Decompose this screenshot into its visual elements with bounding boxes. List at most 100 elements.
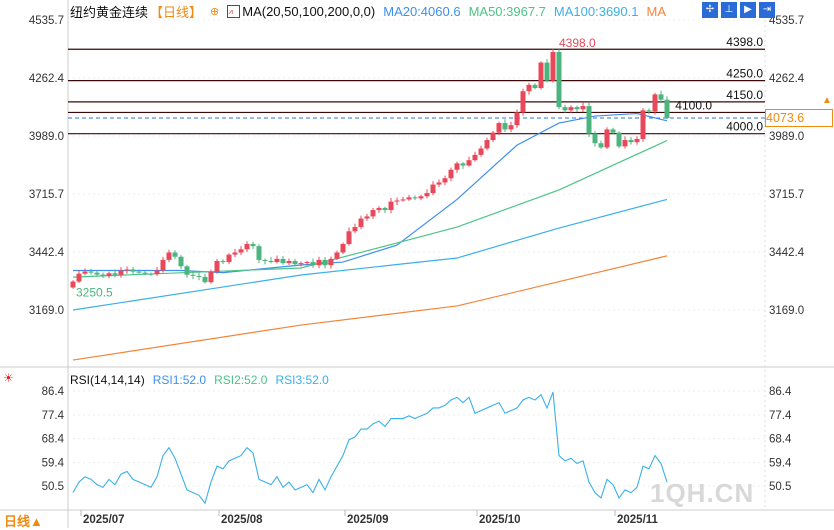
play-icon[interactable]: ▶ xyxy=(740,2,756,18)
high-marker: 4398.0 xyxy=(559,36,596,50)
level-label: 4250.0 xyxy=(726,67,763,81)
candle xyxy=(580,106,586,110)
exit-icon[interactable]: ⇥ xyxy=(759,2,775,18)
candle xyxy=(634,138,640,143)
candle xyxy=(598,143,604,148)
candle xyxy=(574,107,580,110)
candle xyxy=(160,259,166,271)
candle xyxy=(640,110,646,139)
rsi-header: RSI(14,14,14) RSI1:52.0 RSI2:52.0 RSI3:5… xyxy=(70,373,329,387)
candle xyxy=(508,125,514,130)
candle xyxy=(610,129,616,133)
candle xyxy=(334,252,340,259)
candle xyxy=(94,272,100,275)
candle xyxy=(622,140,628,147)
candle xyxy=(442,178,448,183)
price-tick-right: 3442.4 xyxy=(769,247,805,259)
candle xyxy=(496,123,502,133)
rsi-tick-right: 59.4 xyxy=(769,457,792,469)
price-tick-left: 3442.4 xyxy=(29,247,65,259)
candle xyxy=(346,231,352,245)
candle xyxy=(364,216,370,219)
rsi-tick-right: 50.5 xyxy=(769,481,791,493)
candle xyxy=(118,270,124,275)
candle xyxy=(490,132,496,141)
candle xyxy=(268,260,274,263)
current-price-label: 4073.6 xyxy=(765,109,833,127)
candle xyxy=(136,271,142,273)
rsi-line xyxy=(72,391,668,505)
candle xyxy=(106,273,112,276)
price-tick-left: 4535.7 xyxy=(29,15,64,27)
candle xyxy=(370,210,376,217)
watermark: 1QH.CN xyxy=(650,478,755,508)
candle xyxy=(190,274,196,276)
ma50-line xyxy=(72,139,668,278)
rsi-tick-left: 68.4 xyxy=(42,434,65,446)
candle xyxy=(616,132,622,147)
period-label[interactable]: 【日线】 xyxy=(150,5,203,20)
candle xyxy=(532,84,538,89)
candle xyxy=(466,160,472,166)
candle xyxy=(292,260,298,265)
candle xyxy=(568,107,574,111)
candle xyxy=(82,271,88,274)
crosshair-icon[interactable]: ✢ xyxy=(702,2,718,18)
rsi-tick-right: 77.4 xyxy=(769,410,792,422)
ma200-value: MA xyxy=(646,4,667,19)
range-icon[interactable]: ⊥ xyxy=(721,2,737,18)
candle xyxy=(436,182,442,185)
candle xyxy=(478,148,484,155)
indicator-chart-icon[interactable]: ⩘ xyxy=(227,5,241,18)
candle xyxy=(262,259,268,261)
indicator-settings-icon[interactable]: ☀ xyxy=(3,371,14,385)
rsi-tick-left: 86.4 xyxy=(42,386,65,398)
level-label: 4398.0 xyxy=(726,35,763,49)
candle xyxy=(250,244,256,247)
price-tick-right: 3989.0 xyxy=(769,131,804,143)
time-tick-label: 2025/10 xyxy=(479,514,521,526)
candle xyxy=(256,246,262,260)
time-tick-label: 2025/09 xyxy=(347,514,389,526)
candle xyxy=(502,123,508,130)
candle xyxy=(358,218,364,228)
candle xyxy=(232,252,238,255)
rsi-indicator-label[interactable]: RSI(14,14,14) xyxy=(70,373,145,387)
ma-indicator-label[interactable]: MA(20,50,100,200,0,0) xyxy=(242,4,376,19)
rsi-tick-right: 68.4 xyxy=(769,434,792,446)
candle xyxy=(208,272,214,283)
chart-header: 纽约黄金连续 【日线】 ⊕ ⩘ MA(20,50,100,200,0,0) MA… xyxy=(70,2,666,21)
time-tick-label: 2025/11 xyxy=(617,514,659,526)
candle xyxy=(286,260,292,264)
ma100-line xyxy=(72,198,668,311)
add-icon[interactable]: ⊕ xyxy=(210,6,220,18)
candle xyxy=(430,184,436,194)
ma20-line xyxy=(73,112,668,274)
rsi2-value: RSI2:52.0 xyxy=(214,373,268,387)
ma50-value: MA50:3967.7 xyxy=(468,4,546,19)
price-tick-right: 3169.0 xyxy=(769,305,804,317)
price-tick-left: 3715.7 xyxy=(29,189,64,201)
candle xyxy=(328,258,334,266)
candle xyxy=(460,163,466,166)
candle xyxy=(406,197,412,200)
candle xyxy=(652,94,658,112)
candle xyxy=(340,244,346,253)
rsi-tick-left: 77.4 xyxy=(42,410,65,422)
candle xyxy=(220,260,226,263)
ma200-line xyxy=(72,255,668,361)
rsi-tick-left: 50.5 xyxy=(42,481,64,493)
candle xyxy=(658,94,664,100)
candle xyxy=(664,99,670,119)
candle xyxy=(184,266,190,275)
candle xyxy=(562,107,568,111)
candle xyxy=(484,140,490,149)
ma100-value: MA100:3690.1 xyxy=(553,4,639,19)
candle xyxy=(412,197,418,199)
price-tick-left: 3989.0 xyxy=(29,131,64,143)
candle xyxy=(322,259,328,266)
period-selector[interactable]: 日线▲ xyxy=(4,514,43,529)
candle xyxy=(550,51,556,81)
candle xyxy=(418,196,424,199)
